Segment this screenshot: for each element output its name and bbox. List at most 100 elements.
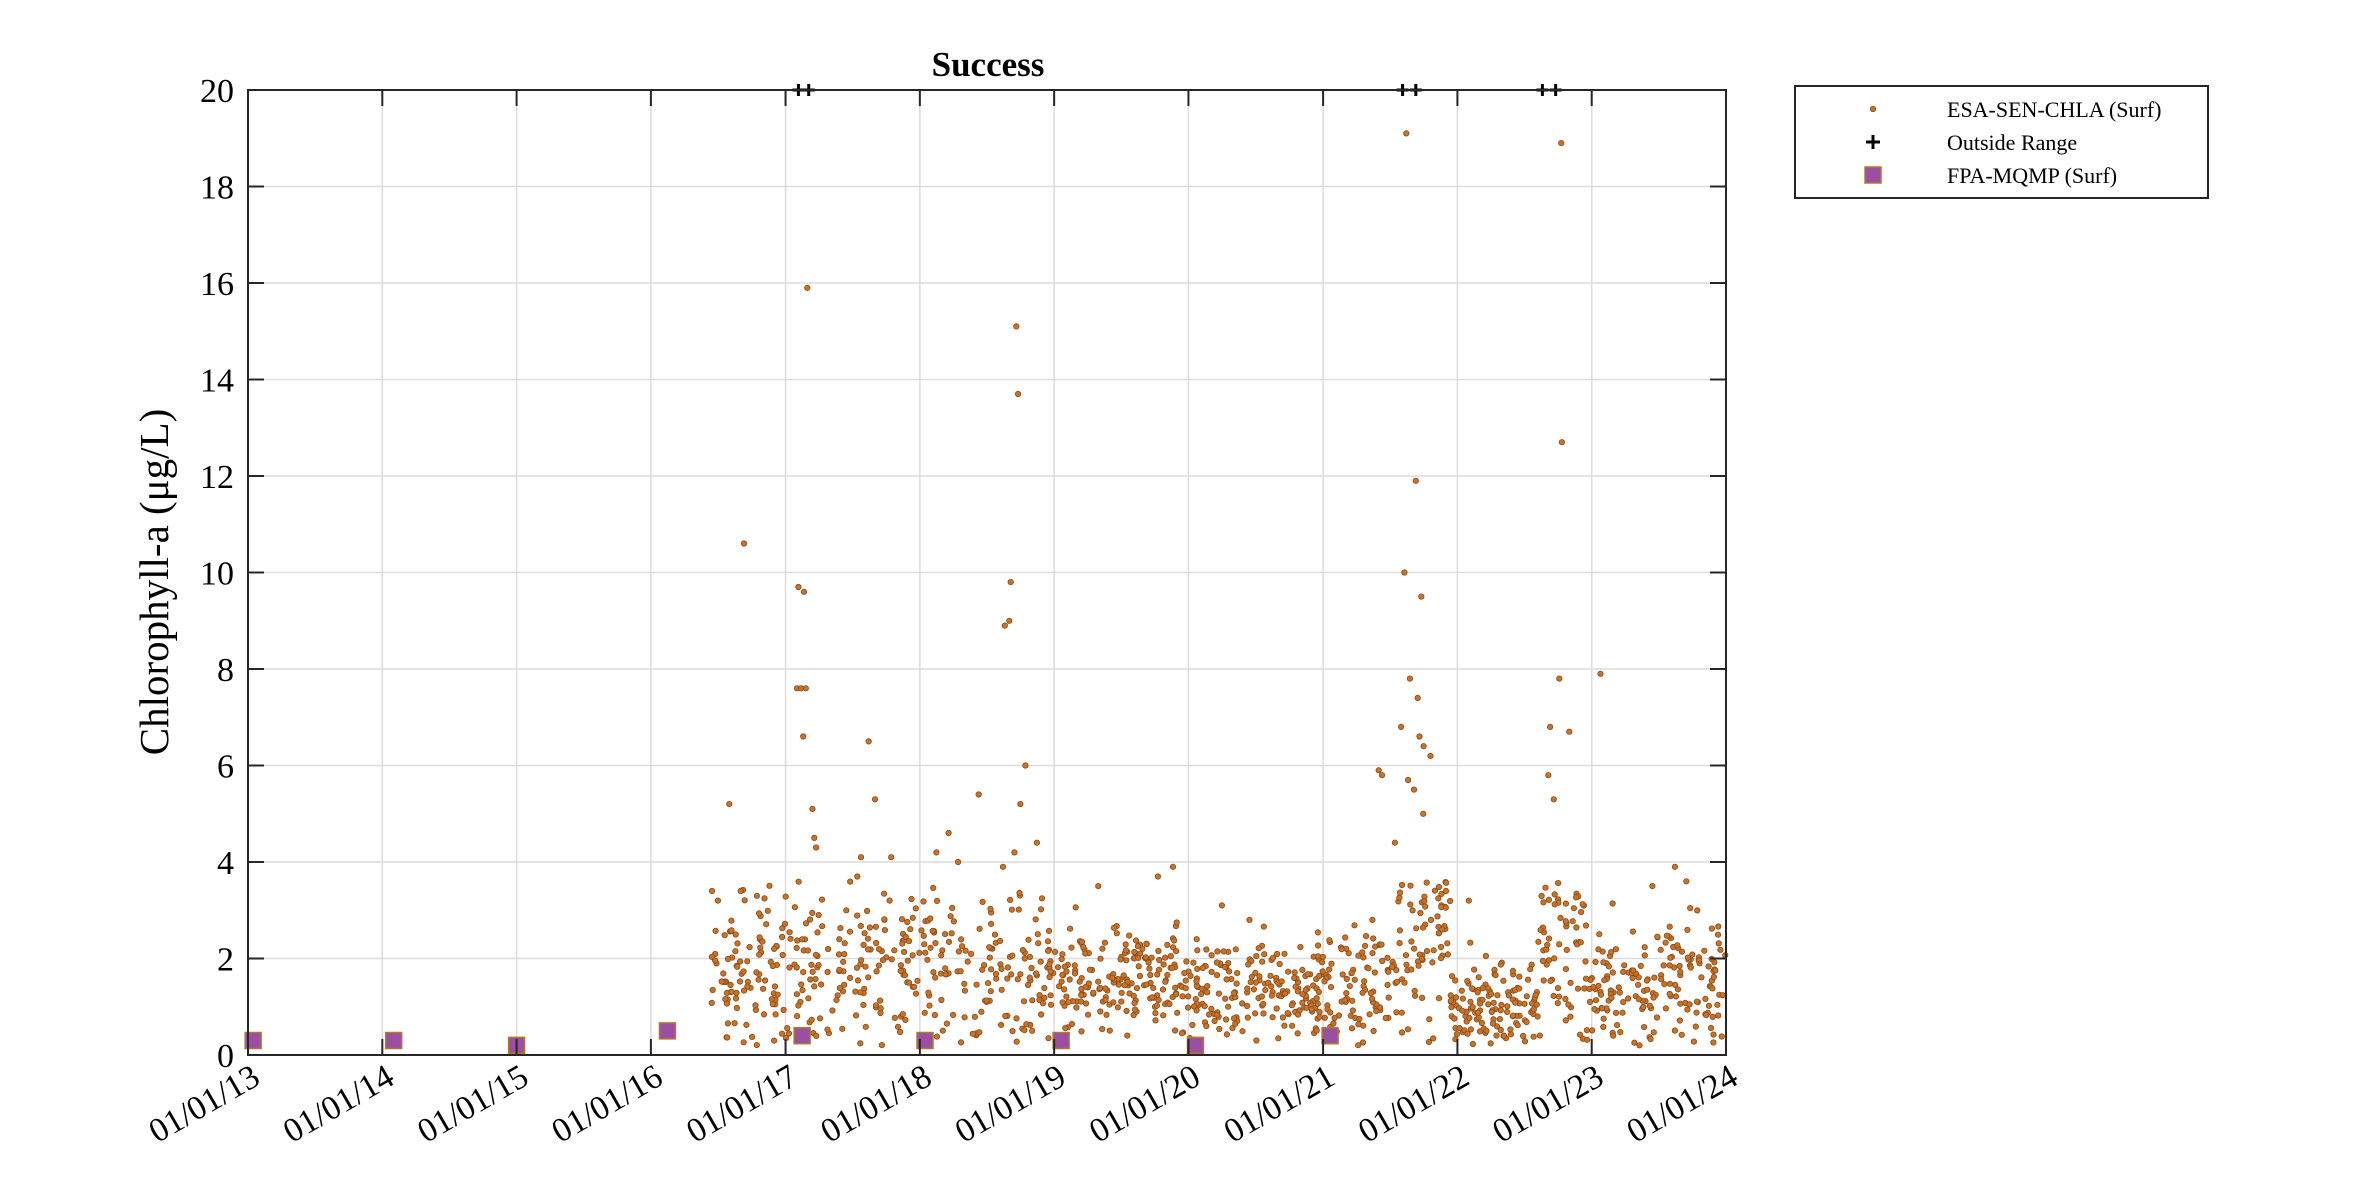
esa-sen-chla-point	[1046, 973, 1053, 981]
esa-sen-chla-point	[780, 1006, 787, 1014]
esa-sen-chla-point	[1474, 1009, 1482, 1016]
y-tick-label: 0	[217, 1038, 234, 1075]
esa-sen-chla-point	[1420, 743, 1427, 750]
esa-sen-chla-point	[1467, 998, 1474, 1005]
esa-sen-chla-point	[1545, 896, 1553, 904]
esa-sen-chla-point	[1256, 973, 1263, 980]
esa-sen-chla-point	[1396, 894, 1403, 901]
esa-sen-chla-point	[1705, 963, 1712, 970]
esa-sen-chla-point	[1382, 1014, 1389, 1022]
esa-sen-chla-point	[1244, 985, 1251, 992]
esa-sen-chla-point	[1037, 906, 1045, 913]
esa-sen-chla-point	[861, 930, 868, 937]
esa-sen-chla-point	[1600, 959, 1607, 966]
esa-sen-chla-point	[1099, 945, 1106, 952]
esa-sen-chla-point	[743, 1021, 750, 1029]
esa-sen-chla-point	[1155, 996, 1162, 1004]
esa-sen-chla-point	[1173, 919, 1180, 926]
esa-sen-chla-point	[769, 962, 777, 970]
esa-sen-chla-point	[1507, 1031, 1515, 1038]
esa-sen-chla-point	[779, 951, 786, 959]
esa-sen-chla-point	[1468, 985, 1476, 992]
esa-sen-chla-point	[1002, 1012, 1009, 1020]
esa-sen-chla-point	[1239, 1028, 1246, 1035]
esa-sen-chla-point	[1570, 905, 1578, 912]
esa-sen-chla-point	[1214, 1011, 1221, 1018]
esa-sen-chla-point	[1493, 1032, 1500, 1039]
esa-sen-chla-point	[1123, 957, 1130, 964]
esa-sen-chla-point	[772, 1011, 779, 1018]
esa-sen-chla-point	[1496, 1015, 1504, 1023]
esa-sen-chla-point	[1343, 989, 1350, 997]
esa-sen-chla-point	[1431, 887, 1439, 894]
legend-plus-icon	[1866, 135, 1880, 149]
esa-sen-chla-point	[1029, 1027, 1036, 1034]
esa-sen-chla-point	[1447, 897, 1454, 905]
esa-sen-chla-point	[1631, 1039, 1638, 1046]
esa-sen-chla-point	[785, 1030, 793, 1037]
esa-sen-chla-point	[1274, 950, 1281, 958]
esa-sen-chla-point	[871, 796, 879, 803]
esa-sen-chla-point	[1071, 962, 1078, 969]
esa-sen-chla-point	[1145, 959, 1152, 966]
esa-sen-chla-point	[1367, 989, 1374, 997]
esa-sen-chla-point	[888, 956, 895, 963]
esa-sen-chla-point	[1223, 1016, 1230, 1023]
esa-sen-chla-point	[732, 995, 740, 1002]
esa-sen-chla-point	[1229, 1025, 1236, 1032]
esa-sen-chla-point	[1512, 999, 1519, 1006]
esa-sen-chla-point	[967, 950, 975, 958]
esa-sen-chla-point	[1566, 728, 1573, 735]
esa-sen-chla-point	[1595, 946, 1602, 953]
esa-sen-chla-point	[943, 1020, 951, 1027]
esa-sen-chla-point	[984, 979, 992, 987]
esa-sen-chla-point	[1059, 999, 1066, 1006]
esa-sen-chla-point	[1316, 1008, 1323, 1016]
esa-sen-chla-point	[1201, 1002, 1208, 1010]
esa-sen-chla-point	[1558, 140, 1565, 147]
esa-sen-chla-point	[857, 957, 865, 964]
esa-sen-chla-point	[1134, 943, 1142, 950]
esa-sen-chla-point	[1620, 998, 1627, 1006]
esa-sen-chla-point	[1556, 941, 1563, 948]
esa-sen-chla-point	[1524, 976, 1532, 983]
esa-sen-chla-point	[1608, 994, 1615, 1002]
esa-sen-chla-point	[1162, 978, 1169, 985]
esa-sen-chla-point	[1537, 926, 1544, 934]
esa-sen-chla-point	[941, 930, 949, 938]
esa-sen-chla-point	[1023, 1021, 1030, 1028]
esa-sen-chla-point	[1342, 934, 1349, 941]
esa-sen-chla-point	[1160, 961, 1167, 968]
esa-sen-chla-point	[873, 939, 880, 947]
esa-sen-chla-point	[933, 849, 940, 856]
esa-sen-chla-point	[1569, 918, 1576, 925]
esa-sen-chla-point	[1260, 1000, 1267, 1008]
esa-sen-chla-point	[760, 1011, 768, 1018]
esa-sen-chla-point	[1423, 879, 1430, 886]
esa-sen-chla-point	[1630, 967, 1637, 974]
esa-sen-chla-point	[1683, 878, 1690, 885]
esa-sen-chla-point	[1621, 962, 1628, 969]
esa-sen-chla-point	[1370, 935, 1377, 942]
esa-sen-chla-point	[857, 854, 865, 861]
esa-sen-chla-point	[1416, 733, 1423, 740]
esa-sen-chla-point	[1687, 964, 1694, 971]
esa-sen-chla-point	[753, 892, 761, 899]
esa-sen-chla-point	[1033, 839, 1041, 846]
esa-sen-chla-point	[1260, 923, 1267, 930]
esa-sen-chla-point	[1182, 985, 1189, 992]
legend-label: Outside Range	[1947, 130, 2077, 155]
legend-dot-icon	[1869, 105, 1877, 113]
esa-sen-chla-point	[1319, 968, 1326, 975]
esa-sen-chla-point	[1407, 882, 1414, 889]
esa-sen-chla-point	[1672, 993, 1680, 1000]
esa-sen-chla-point	[1385, 968, 1392, 975]
esa-sen-chla-point	[1538, 892, 1545, 900]
esa-sen-chla-point	[1063, 993, 1070, 1000]
esa-sen-chla-point	[1281, 950, 1288, 957]
esa-sen-chla-point	[1405, 776, 1412, 784]
esa-sen-chla-point	[1164, 941, 1171, 949]
fpa-mqmp-point	[658, 1022, 677, 1040]
esa-sen-chla-point	[753, 969, 760, 976]
esa-sen-chla-point	[759, 985, 767, 992]
